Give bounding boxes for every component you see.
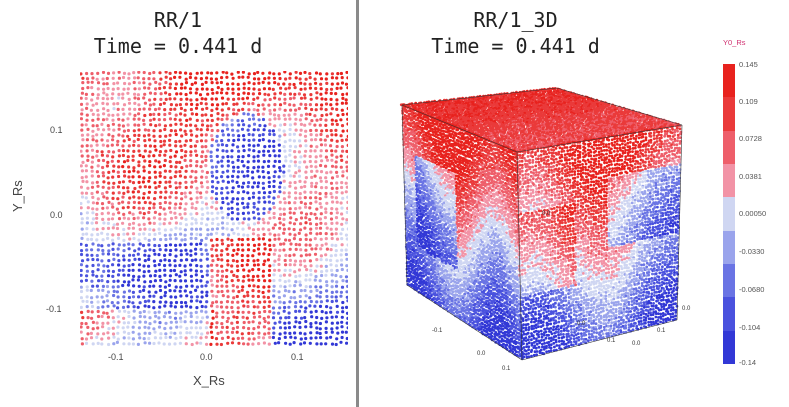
cube-tick-label: 0.1 (607, 338, 616, 344)
left-time-label: Time = 0.441 d (93, 34, 263, 58)
right-plot-panel: RR/1_3D Time = 0.441 d 0.0 0.0 0.1 -0.1 0.0 0… (362, 0, 789, 407)
cube-edge (676, 124, 683, 321)
colorbar-bar (723, 64, 735, 365)
x-tick-label: 0.1 (291, 352, 304, 362)
cube-edge (521, 319, 678, 361)
y-tick-label: 0.1 (50, 125, 63, 135)
panel-divider (356, 0, 359, 407)
colorbar: Y0_Rs 0.145 0.109 0.0728 0.0381 0.00050 … (717, 38, 777, 378)
x-tick-label: -0.1 (108, 352, 124, 362)
cube-tick-label: 0.1 (657, 328, 666, 334)
colorbar-tick-label: -0.104 (739, 323, 761, 332)
x-axis-label: X_Rs (193, 373, 225, 388)
cube-tick-label: 0.0 (632, 341, 641, 347)
colorbar-tick-label: 0.109 (739, 97, 758, 106)
colorbar-tick-label: -0.0680 (739, 285, 765, 294)
left-title: RR/1 (153, 8, 203, 32)
cube-tick-label: 0.0 (477, 351, 486, 357)
cube-tick-label: 0.0 (682, 306, 691, 312)
colorbar-tick-label: -0.14 (739, 358, 757, 367)
colorbar-swatch (723, 130, 735, 165)
colorbar-tick-label: -0.0330 (739, 247, 765, 256)
colorbar-tick-label: 0.0728 (739, 134, 762, 143)
left-particle-scatter (80, 71, 348, 347)
right-time-label: Time = 0.441 d (431, 34, 600, 58)
colorbar-swatch (723, 97, 735, 132)
colorbar-swatch (723, 197, 735, 232)
colorbar-title: Y0_Rs (723, 38, 746, 47)
colorbar-swatch (723, 230, 735, 265)
right-title: RR/1_3D (473, 8, 558, 32)
cube-edge (516, 124, 683, 153)
cube-tick-label: 0.0 (577, 321, 586, 327)
x-tick-label: 0.0 (200, 352, 213, 362)
colorbar-tick-label: 0.145 (739, 60, 758, 69)
colorbar-swatch (723, 64, 735, 98)
colorbar-swatch (723, 330, 735, 365)
cube-tick-label: -0.1 (432, 328, 443, 334)
colorbar-swatch (723, 297, 735, 332)
colorbar-swatch (723, 164, 735, 198)
colorbar-tick-label: 0.00050 (739, 209, 767, 218)
left-plot-panel: RR/1 Time = 0.441 d 0.1 0.0 -0.1 -0.1 0.… (0, 0, 356, 407)
cube-edge (406, 284, 523, 361)
cube-edge (516, 151, 523, 361)
y-tick-label: 0.0 (50, 210, 63, 220)
cube-tick-label: 0.1 (502, 366, 511, 372)
3d-cube-scatter: 0.0 0.0 0.1 -0.1 0.0 0.1 0.0 0.1 0.0 (399, 87, 691, 372)
y-tick-label: -0.1 (46, 304, 62, 314)
cube-edge (401, 104, 518, 153)
cube-edge (401, 104, 408, 286)
colorbar-tick-label: 0.0381 (739, 172, 762, 181)
y-axis-label: Y_Rs (10, 180, 25, 212)
cube-tick-label: 0.0 (542, 211, 551, 217)
cube-edge (556, 87, 683, 126)
colorbar-swatch (723, 264, 735, 298)
cube-edge (401, 87, 558, 106)
